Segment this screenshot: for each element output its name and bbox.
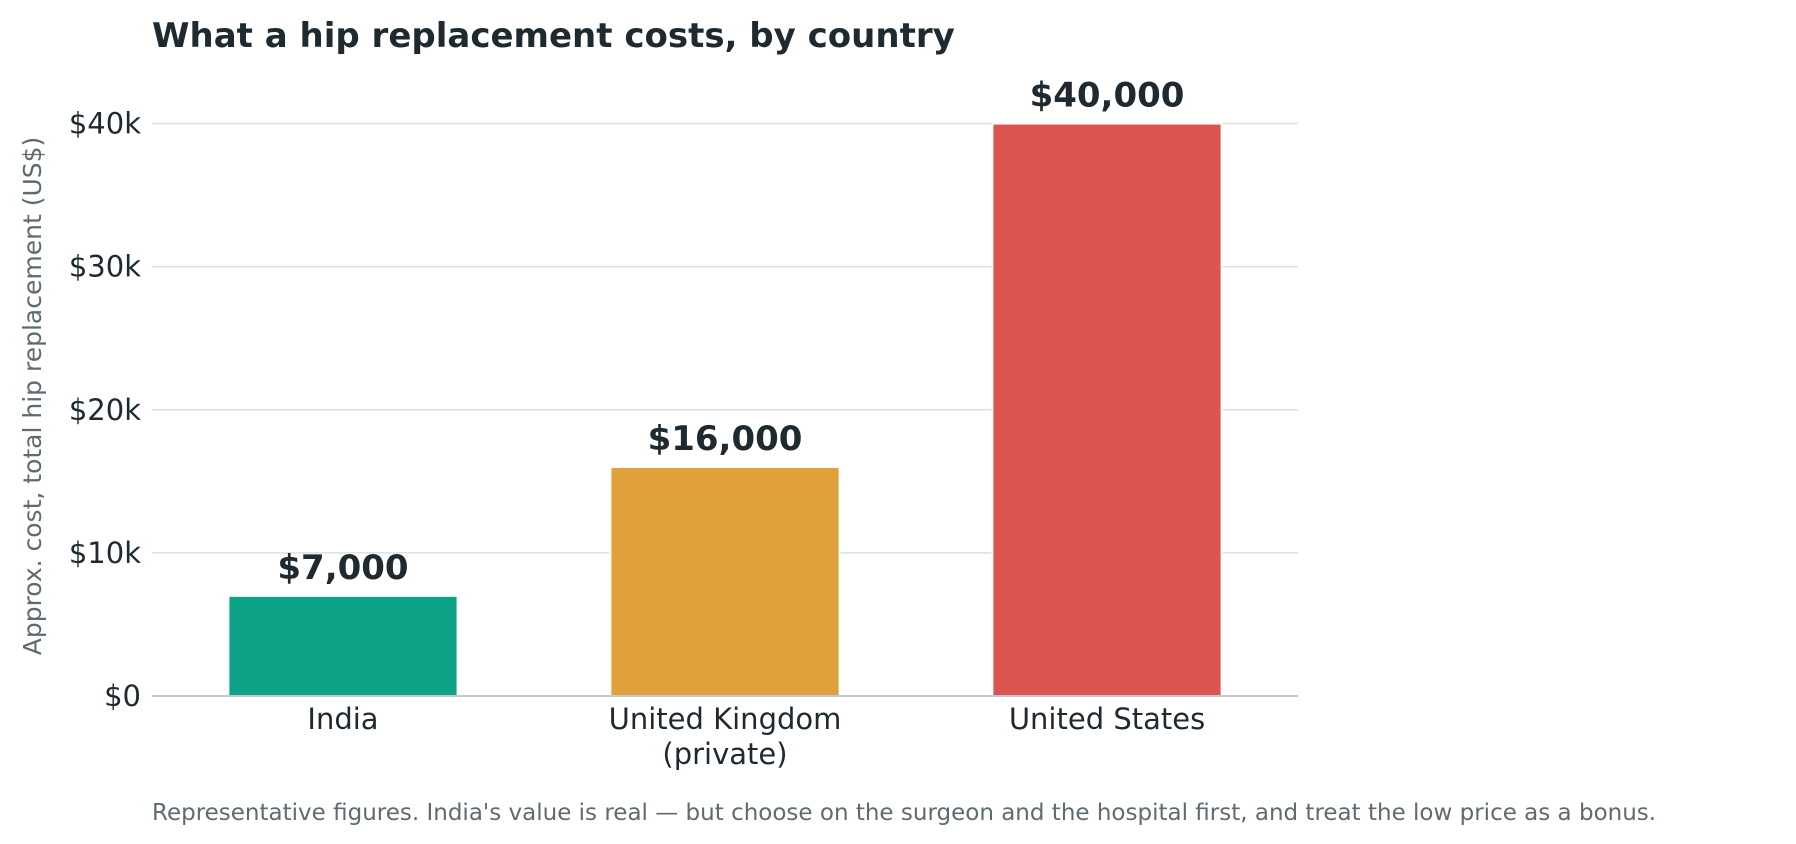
y-tick-label: $10k	[69, 536, 141, 570]
y-tick-label: $0	[104, 679, 141, 713]
data-labels: $7,000 $16,000 $40,000	[277, 76, 1184, 588]
data-label: $16,000	[648, 419, 803, 459]
bar	[991, 122, 1223, 698]
y-tick-label: $30k	[69, 250, 141, 284]
y-tick-label: $40k	[69, 107, 141, 141]
x-tick-label: United Kingdom (private)	[609, 702, 842, 771]
x-tick-labels: India United Kingdom (private) United State…	[307, 702, 1205, 771]
footnote: Representative figures. India's value is…	[152, 800, 1656, 826]
bar	[227, 594, 459, 697]
chart-title: What a hip replacement costs, by country	[152, 16, 955, 56]
x-tick-label-line: United Kingdom	[609, 702, 842, 736]
data-label: $40,000	[1030, 76, 1185, 116]
x-tick-label: United States	[1009, 702, 1205, 736]
x-tick-label-line: India	[307, 702, 378, 736]
data-label: $7,000	[277, 548, 408, 588]
x-tick-label: India	[307, 702, 378, 736]
x-tick-label-line: (private)	[662, 737, 787, 771]
y-tick-label: $20k	[69, 393, 141, 427]
x-tick-label-line: United States	[1009, 702, 1205, 736]
y-tick-labels: $0 $10k $20k $30k $40k	[69, 107, 141, 713]
y-axis-label: Approx. cost, total hip replacement (US$…	[18, 137, 47, 656]
bar	[609, 466, 841, 697]
